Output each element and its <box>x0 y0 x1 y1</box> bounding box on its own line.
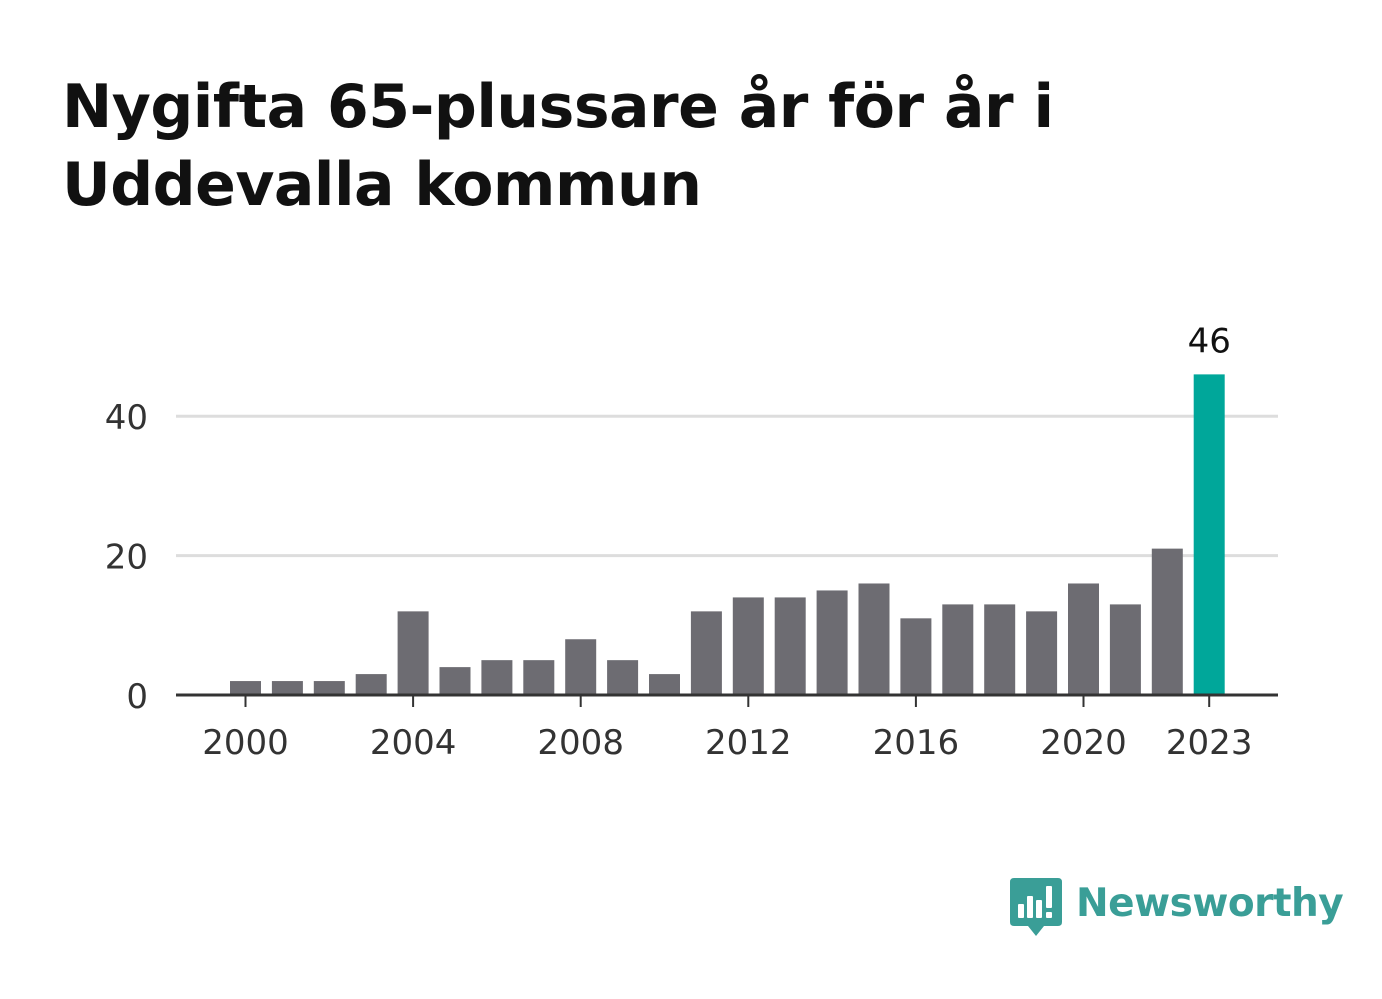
x-tick-label: 2008 <box>537 723 624 763</box>
x-axis-ticks: 2000 2004 2008 2012 2016 2020 2023 <box>202 695 1252 763</box>
y-axis-ticks: 0 20 40 <box>105 398 148 717</box>
bar-2019 <box>1026 611 1058 695</box>
bar-2002 <box>313 681 345 695</box>
bar-2013 <box>774 597 806 695</box>
bar-2000 <box>230 681 261 695</box>
bar-2020 <box>1068 583 1099 695</box>
newsworthy-logo-icon <box>1010 878 1062 936</box>
gridlines <box>176 414 1278 558</box>
bars <box>230 374 1225 695</box>
x-tick-label: 2016 <box>873 723 960 763</box>
chart-title: Nygifta 65-plussare år för år i Uddevall… <box>62 72 1054 220</box>
y-tick-label: 20 <box>105 538 148 578</box>
bar-2016 <box>900 618 932 695</box>
brand-logo: Newsworthy <box>1010 874 1344 944</box>
data-labels: 46 <box>1188 321 1231 361</box>
x-tick-label: 2023 <box>1166 723 1253 763</box>
brand-name: Newsworthy <box>1076 880 1344 926</box>
x-tick-label: 2004 <box>370 723 457 763</box>
x-tick-label: 2000 <box>202 723 289 763</box>
bar-2006 <box>481 660 513 695</box>
bar-2022 <box>1151 548 1183 695</box>
bar-2007 <box>523 660 555 695</box>
bar-2010 <box>649 674 680 695</box>
bar-2005 <box>439 667 471 695</box>
data-label-2023: 46 <box>1188 321 1231 361</box>
y-tick-label: 0 <box>126 677 148 717</box>
bar-2012 <box>732 597 764 695</box>
bar-2017 <box>942 604 974 695</box>
y-tick-label: 40 <box>105 398 148 438</box>
bar-2003 <box>355 674 387 695</box>
x-tick-label: 2020 <box>1040 723 1127 763</box>
bar-2015 <box>858 583 890 695</box>
bar-2004 <box>397 611 429 695</box>
bar-2018 <box>984 604 1016 695</box>
bar-2011 <box>690 611 722 695</box>
bar-2021 <box>1109 604 1141 695</box>
bar-2008 <box>565 639 597 695</box>
bar-2009 <box>607 660 639 695</box>
bar-2001 <box>271 681 303 695</box>
x-tick-label: 2012 <box>705 723 792 763</box>
bar-2014 <box>816 590 848 695</box>
bar-2023 <box>1193 374 1225 695</box>
